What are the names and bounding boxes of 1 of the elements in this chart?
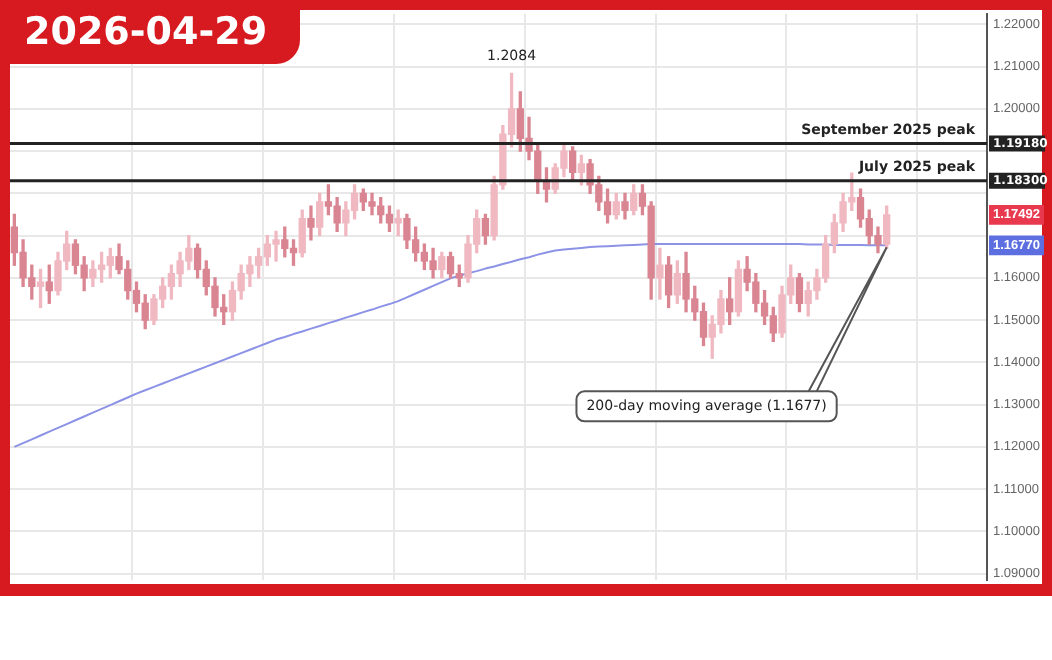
chart-title: 2026-04-29 (0, 0, 300, 64)
